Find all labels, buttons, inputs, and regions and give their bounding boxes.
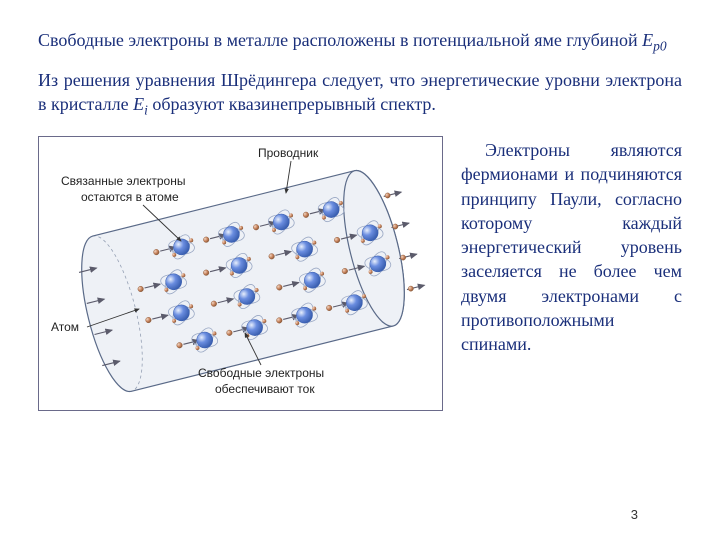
para2-var: E — [133, 94, 144, 114]
svg-text:Свободные электроны: Свободные электроны — [198, 366, 324, 380]
para1-pre: Свободные электроны в металле расположен… — [38, 30, 642, 50]
paragraph-schrodinger: Из решения уравнения Шрёдингера следует,… — [38, 68, 682, 120]
svg-text:остаются в атоме: остаются в атоме — [81, 190, 179, 204]
svg-text:Проводник: Проводник — [258, 146, 319, 160]
svg-text:Атом: Атом — [51, 320, 79, 334]
paragraph-potential-well: Свободные электроны в металле расположен… — [38, 28, 682, 56]
svg-text:обеспечивают ток: обеспечивают ток — [215, 382, 315, 396]
para1-var: E — [642, 30, 653, 50]
para1-sub: p0 — [653, 39, 667, 54]
paragraph-fermions: Электроны являются фермионами и подчиняю… — [461, 136, 682, 411]
svg-text:Связанные электроны: Связанные электроны — [61, 174, 185, 188]
page-number: 3 — [631, 507, 638, 522]
conductor-diagram-svg: Проводник Связанные электроны остаются в а… — [43, 141, 438, 401]
figure-conductor: Проводник Связанные электроны остаются в а… — [38, 136, 443, 411]
para2-b: образуют квазинепрерывный спектр. — [148, 94, 436, 114]
